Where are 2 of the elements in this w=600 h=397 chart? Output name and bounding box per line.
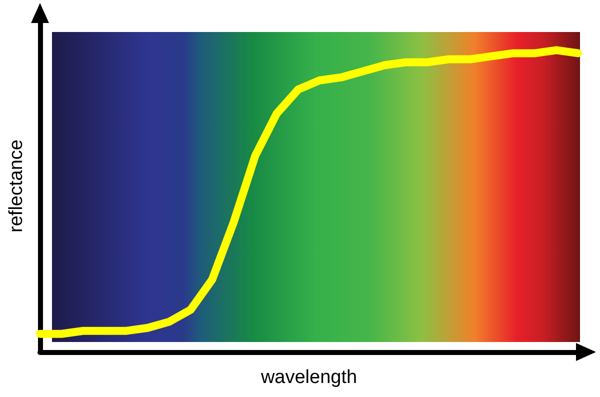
x-axis-title: wavelength (260, 367, 358, 388)
y-axis-title: reflectance (6, 140, 27, 232)
